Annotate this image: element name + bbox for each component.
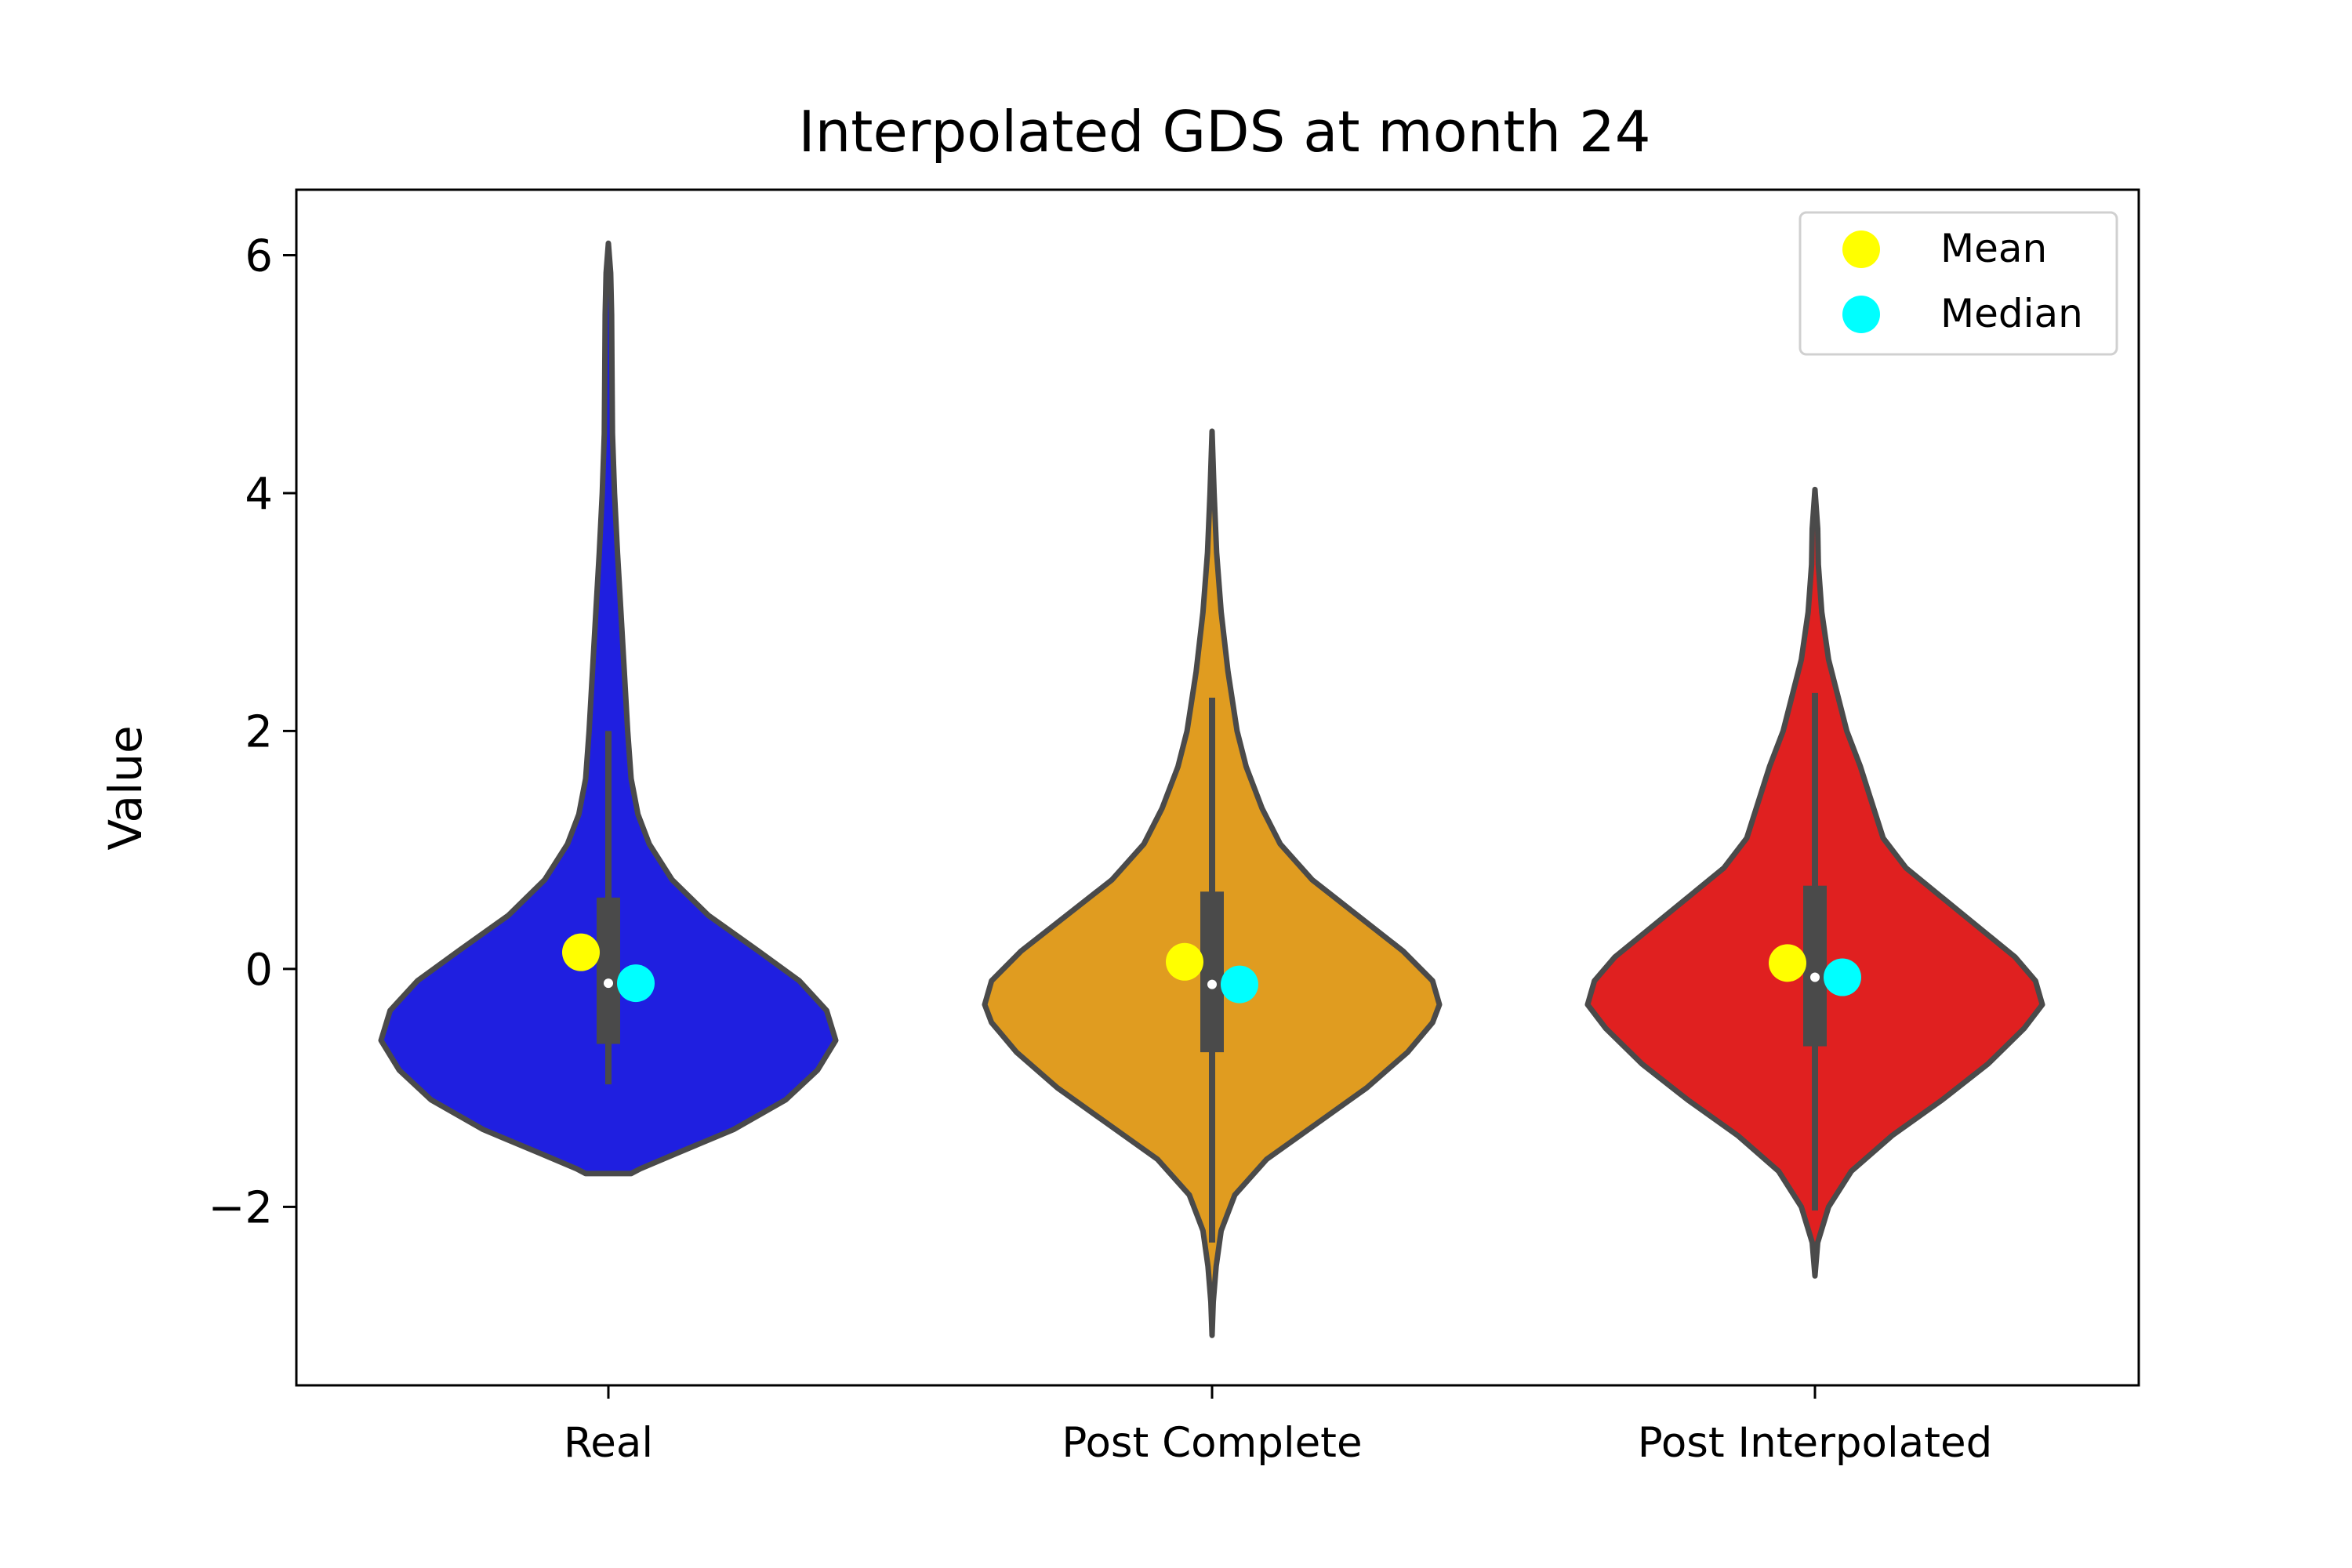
mean-marker — [1769, 944, 1806, 982]
chart-title: Interpolated GDS at month 24 — [798, 99, 1650, 165]
y-tick-label: −2 — [208, 1182, 273, 1233]
violin-median-dot — [604, 978, 613, 989]
plot-frame — [295, 188, 2140, 1387]
violin-iqr-box — [1200, 891, 1224, 1053]
mean-marker — [562, 933, 600, 971]
y-tick-label: 6 — [245, 230, 273, 281]
violin-iqr-box — [597, 897, 620, 1044]
legend-median-marker — [1842, 296, 1880, 333]
violin-median-dot — [1207, 979, 1217, 989]
legend-mean-label: Mean — [1940, 226, 2047, 271]
legend-median-label: Median — [1940, 291, 2083, 336]
y-tick-label: 2 — [245, 706, 273, 757]
violin-body — [378, 240, 839, 1177]
violin-median-dot — [1810, 972, 1820, 982]
median-marker — [1221, 965, 1258, 1004]
median-marker — [1824, 958, 1861, 996]
y-tick-label: 0 — [245, 945, 273, 996]
mean-marker — [1166, 942, 1203, 981]
x-tick-label: Real — [564, 1419, 653, 1467]
median-marker — [617, 964, 655, 1003]
y-tick-label: 4 — [245, 469, 273, 520]
violin-iqr-box — [1803, 885, 1827, 1047]
x-tick-label: Post Interpolated — [1638, 1419, 1992, 1467]
x-tick-label: Post Complete — [1062, 1419, 1362, 1467]
legend: Mean Median — [1798, 211, 2118, 356]
legend-mean-marker — [1842, 230, 1880, 268]
y-axis-label: Value — [99, 725, 152, 850]
